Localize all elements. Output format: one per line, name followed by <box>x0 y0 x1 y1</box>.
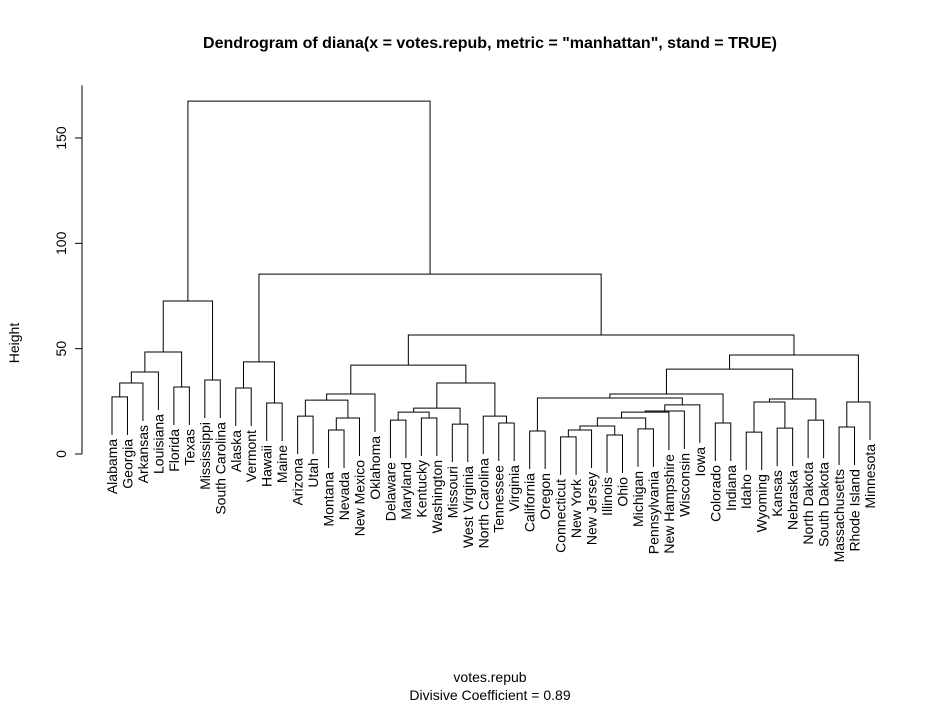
leaf-label: Virginia <box>506 465 522 512</box>
leaf-label: Hawaii <box>259 445 275 487</box>
leaf-label: Texas <box>181 429 197 466</box>
merge-link <box>389 419 407 459</box>
merge-link <box>187 100 431 302</box>
leaf-label: Indiana <box>723 465 739 511</box>
y-tick-label: 50 <box>53 341 69 357</box>
leaf-label: Maine <box>274 445 290 483</box>
merge-link <box>451 423 469 463</box>
leaf-label: Colorado <box>707 465 723 522</box>
merge-link <box>596 417 647 429</box>
leaf-label: Alabama <box>104 439 120 494</box>
x-axis-label: votes.repub <box>453 669 526 685</box>
merge-link <box>665 368 794 400</box>
leaf-label: Idaho <box>738 474 754 509</box>
merge-link <box>407 334 795 366</box>
leaf-label: New Jersey <box>584 472 600 545</box>
leaf-label: Nevada <box>336 472 352 520</box>
leaf-label: West Virginia <box>460 466 476 548</box>
y-axis-label: Height <box>6 323 22 364</box>
merge-link <box>328 429 345 468</box>
leaf-label: Tennessee <box>491 465 507 533</box>
leaf-label: Iowa <box>692 447 708 477</box>
leaf-label: New York <box>568 478 584 538</box>
leaf-label: Wisconsin <box>676 453 692 517</box>
merge-link <box>621 411 670 451</box>
subtitle: Divisive Coefficient = 0.89 <box>409 687 570 703</box>
y-tick-label: 0 <box>53 450 69 458</box>
leaf-label: Maryland <box>398 462 414 520</box>
merge-link <box>326 393 376 432</box>
leaf-label: Massachusetts <box>831 469 847 562</box>
leaf-label: North Dakota <box>800 462 816 545</box>
leaf-label: New Mexico <box>352 460 368 536</box>
leaf-label: Connecticut <box>553 479 569 553</box>
merge-link <box>776 427 794 467</box>
merge-link <box>579 425 616 436</box>
leaf-label: Minnesota <box>862 444 878 509</box>
leaf-label: California <box>522 473 538 532</box>
y-tick-label: 150 <box>53 126 69 150</box>
merge-link <box>536 397 683 432</box>
leaf-label: Wyoming <box>754 474 770 532</box>
leaf-label: Pennsylvania <box>645 471 661 554</box>
leaf-label: Arkansas <box>135 425 151 483</box>
merge-link <box>297 415 314 455</box>
leaf-label: Illinois <box>599 477 615 516</box>
y-tick-label: 100 <box>53 231 69 255</box>
chart-title: Dendrogram of diana(x = votes.repub, met… <box>203 35 777 52</box>
merge-link <box>609 393 724 424</box>
merge-link <box>729 354 859 402</box>
leaf-label: Ohio <box>614 477 630 507</box>
leaf-label: Vermont <box>243 430 259 482</box>
merge-link <box>846 401 871 440</box>
merge-link <box>420 417 438 456</box>
merge-link <box>350 364 467 394</box>
merge-link <box>567 429 593 468</box>
leaf-label: New Hampshire <box>661 454 677 554</box>
merge-link <box>413 407 461 425</box>
leaf-label: Louisiana <box>150 414 166 474</box>
merge-link <box>807 419 825 459</box>
leaf-label: Kansas <box>769 470 785 517</box>
merge-link <box>753 401 786 433</box>
leaf-label: Alaska <box>228 430 244 472</box>
leaf-label: Utah <box>305 458 321 488</box>
merge-link <box>173 386 190 426</box>
leaf-label: Kentucky <box>413 460 429 518</box>
leaf-label: Mississippi <box>197 422 213 490</box>
leaf-label: Montana <box>321 472 337 527</box>
leaf-label: Florida <box>166 429 182 472</box>
leaf-label: Oregon <box>537 473 553 520</box>
leaf-label: North Carolina <box>475 458 491 548</box>
merge-link <box>482 415 507 455</box>
leaf-label: Georgia <box>119 439 135 489</box>
leaf-label: Nebraska <box>785 470 801 530</box>
merge-link <box>119 382 144 421</box>
leaf-label: Michigan <box>630 471 646 527</box>
leaf-label: Arizona <box>290 458 306 506</box>
merge-link <box>745 431 763 471</box>
merge-link <box>436 382 496 417</box>
leaf-label: Oklahoma <box>367 436 383 500</box>
merge-link <box>335 417 361 456</box>
leaf-label: Missouri <box>444 466 460 518</box>
leaf-label: Rhode Island <box>847 469 863 552</box>
leaf-label: Delaware <box>382 462 398 521</box>
merge-link <box>397 411 430 421</box>
leaf-label: South Dakota <box>816 462 832 547</box>
leaf-label: South Carolina <box>212 422 228 515</box>
leaf-label: Washington <box>429 460 445 533</box>
